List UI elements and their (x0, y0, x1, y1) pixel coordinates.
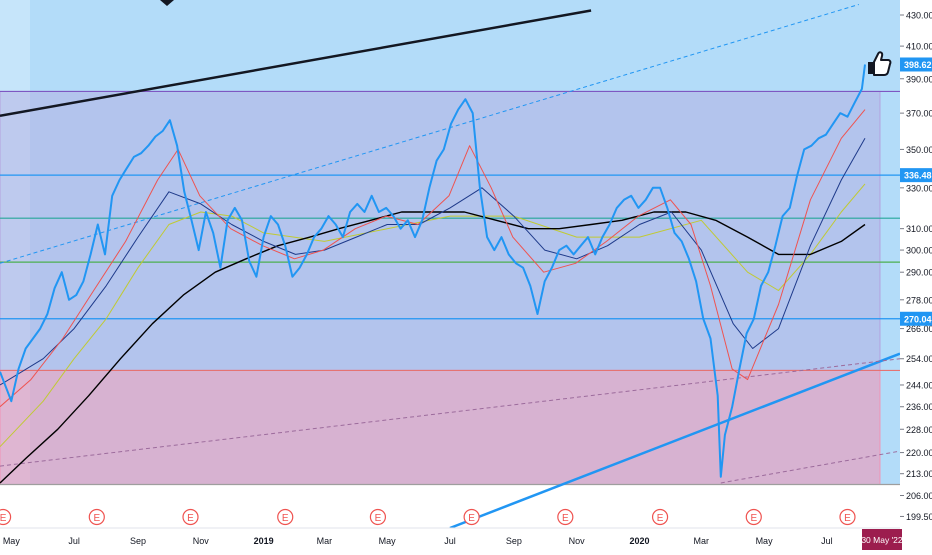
earnings-marker-label: E (750, 513, 757, 524)
earnings-marker-label: E (282, 513, 289, 524)
earnings-marker[interactable]: E (557, 508, 574, 526)
y-tick-label: 213.00 (906, 469, 932, 479)
earnings-marker-label: E (468, 513, 475, 524)
price-axis-background (900, 0, 932, 550)
price-label[interactable]: 398.62 (900, 57, 932, 72)
y-tick-label: 220.00 (906, 448, 932, 458)
x-tick-label: May (3, 536, 21, 546)
earnings-marker-label: E (187, 513, 194, 524)
x-tick-label: 2019 (254, 536, 274, 546)
horizontal-levels (0, 90, 900, 486)
earnings-marker-circle (0, 508, 12, 526)
y-tick-label: 199.50 (906, 512, 932, 522)
y-tick-label: 206.00 (906, 491, 932, 501)
trendline-support[interactable] (449, 352, 900, 528)
y-tick-label: 300.00 (906, 246, 932, 256)
earnings-marker[interactable]: E (0, 508, 12, 526)
y-tick-label: 410.00 (906, 42, 932, 52)
x-tick-label: Jul (68, 536, 80, 546)
x-tick-label: Nov (569, 536, 586, 546)
series-price[interactable] (0, 64, 866, 478)
earnings-marker[interactable]: E (839, 508, 856, 526)
pencil-tip-icon[interactable] (160, 0, 174, 6)
series-ma-fast[interactable] (0, 109, 866, 408)
x-tick-label: Sep (506, 536, 522, 546)
date-label-box (862, 529, 902, 550)
x-tick-label: Mar (317, 536, 333, 546)
zone-1 (0, 369, 881, 486)
earnings-marker-circle (277, 508, 294, 526)
price-label-box (900, 57, 932, 72)
earnings-marker[interactable]: E (745, 508, 762, 526)
price-label-text: 398.62 (904, 60, 932, 70)
price-axis: 430.00 410.00 390.00 370.00 350.00 330.00 310.… (900, 0, 932, 550)
trendline-lower-channel[interactable] (720, 450, 900, 484)
time-axis: May Jul Sep Nov 2019 Mar May Jul Sep Nov 2020 Mar Ma… (0, 527, 932, 550)
zones (0, 90, 881, 486)
price-label[interactable]: 336.48 (900, 168, 932, 183)
y-tick-label: 244.00 (906, 380, 932, 390)
x-tick-label: Mar (694, 536, 710, 546)
earnings-marker-circle (463, 508, 480, 526)
earnings-marker-circle (839, 508, 856, 526)
y-tick-label: 310.00 (906, 224, 932, 234)
trendlines (0, 3, 900, 528)
y-tick-label: 228.00 (906, 425, 932, 435)
y-tick-label: 266.00 (906, 324, 932, 334)
earnings-marker-label: E (93, 513, 100, 524)
x-tick-label: May (379, 536, 397, 546)
icons (160, 0, 892, 76)
price-label-text: 270.04 (904, 314, 932, 324)
date-label-text: 30 May '22 (861, 535, 903, 545)
earnings-marker-circle (651, 508, 669, 526)
trendline-resistance[interactable] (0, 9, 592, 118)
price-label[interactable]: 270.04 (900, 311, 932, 326)
price-label-text: 336.48 (904, 171, 932, 181)
x-tick-label: 2020 (629, 536, 649, 546)
y-tick-label: 430.00 (906, 11, 932, 21)
time-axis-background (0, 528, 932, 550)
y-tick-label: 236.00 (906, 402, 932, 412)
earnings-marker[interactable]: E (463, 508, 480, 526)
earnings-marker[interactable]: E (182, 508, 199, 526)
thumbs-up-icon[interactable] (868, 51, 892, 76)
earnings-marker-circle (88, 508, 105, 526)
y-tick-label: 290.00 (906, 268, 932, 278)
earnings-marker-circle (369, 508, 387, 526)
earnings-marker[interactable]: E (88, 508, 105, 526)
earnings-marker-circle (745, 508, 762, 526)
price-label-box (900, 311, 932, 326)
price-label-box (900, 168, 932, 183)
y-tick-label: 330.00 (906, 183, 932, 193)
earnings-marker[interactable]: E (277, 508, 294, 526)
y-tick-label: 278.00 (906, 295, 932, 305)
x-tick-label: Jul (444, 536, 456, 546)
x-tick-label: Jul (821, 536, 833, 546)
series-ma-slow[interactable] (0, 183, 866, 448)
x-tick-label: Sep (130, 536, 146, 546)
y-tick-label: 390.00 (906, 74, 932, 84)
y-tick-label: 350.00 (906, 145, 932, 155)
earnings-marker-label: E (562, 513, 569, 524)
series (0, 64, 866, 484)
earnings-marker-label: E (844, 513, 851, 524)
earnings-marker-label: E (0, 513, 7, 524)
earnings-marker-label: E (657, 513, 664, 524)
series-ma-mid[interactable] (0, 138, 866, 386)
x-tick-label: Nov (193, 536, 210, 546)
date-label[interactable]: 30 May '22 (861, 529, 903, 550)
series-ma-long[interactable] (0, 211, 866, 484)
earnings-marker-circle (557, 508, 574, 526)
y-tick-label: 370.00 (906, 109, 932, 119)
trendline-upper-channel[interactable] (0, 3, 859, 264)
x-tick-label: May (756, 536, 774, 546)
earnings-marker-label: E (375, 513, 382, 524)
earnings-marker[interactable]: E (369, 508, 387, 526)
earnings-marker[interactable]: E (651, 508, 669, 526)
earnings-marker-circle (182, 508, 199, 526)
y-tick-label: 254.00 (906, 354, 932, 364)
